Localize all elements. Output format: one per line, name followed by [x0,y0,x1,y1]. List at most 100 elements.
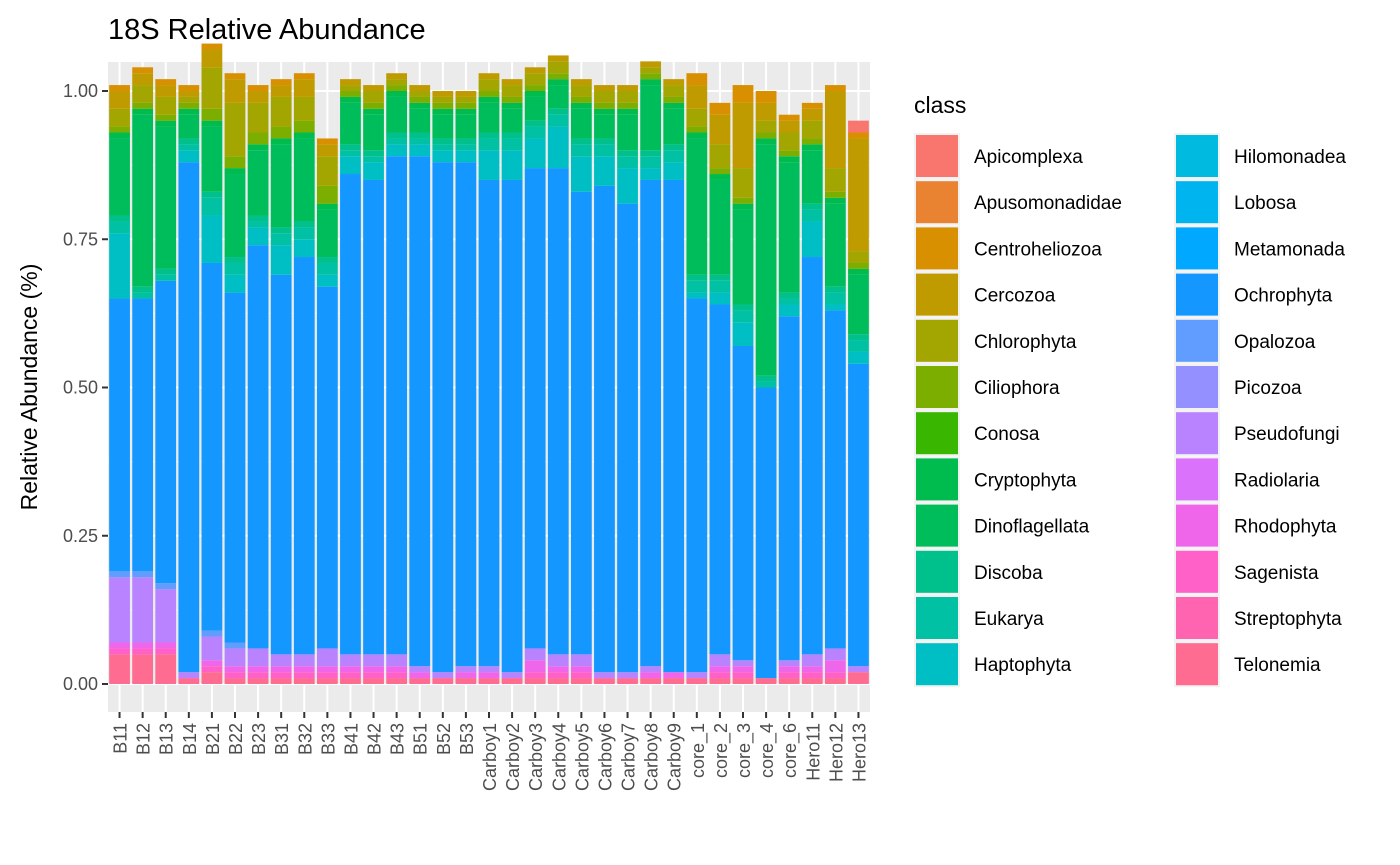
bar-segment [455,91,477,97]
bar-segment [363,666,384,673]
bar-segment [686,126,708,133]
bar-segment [270,138,292,145]
bar-segment [478,79,500,91]
bar-stack-Carboy6 [594,85,615,684]
bar-segment [801,203,823,210]
x-tick-label: core_6 [780,723,801,778]
bar-segment [663,672,685,679]
bar-segment [617,168,638,204]
x-tick-label: Carboy9 [665,723,685,791]
legend-item: Streptophyta [1174,595,1342,641]
bar-segment [247,132,269,145]
bar-segment [432,108,454,115]
bar-stack-B21 [201,43,223,684]
bar-segment [340,91,361,97]
bar-segment [109,138,130,216]
x-tick-label: Carboy7 [619,723,639,791]
bar-segment [778,156,800,163]
bar-segment [363,179,384,655]
bar-segment [640,168,662,180]
bar-segment [224,257,246,263]
bar-segment [524,96,546,121]
bar-stack-Carboy9 [663,79,685,684]
bar-segment [547,114,569,127]
bar-stack-B23 [247,85,269,684]
bar-segment [709,114,731,145]
legend-item: Lobosa [1174,179,1297,226]
bar-segment [686,298,708,673]
legend-label: Discoba [974,563,1043,584]
bar-stack-B13 [155,79,177,684]
legend-label: Opalozoa [1234,332,1316,353]
bar-stack-core_4 [755,91,777,684]
bar-segment [570,654,592,667]
legend-item: Pseudofungi [1174,410,1340,457]
bar-segment [293,654,315,667]
bar-segment [432,102,454,109]
bar-segment [778,114,800,121]
bar-segment [570,666,592,673]
bar-segment [594,678,615,684]
legend-label: Ochrophyta [1234,286,1333,307]
bar-segment [293,132,315,139]
x-tick-label: B51 [411,723,431,755]
bar-segment [755,132,777,139]
bar-segment [617,102,638,109]
bar-segment [247,144,269,151]
legend-label: Pseudofungi [1234,424,1340,445]
bar-segment [570,191,592,655]
bar-segment [732,102,754,169]
bar-segment [709,292,731,305]
bar-segment [363,108,384,115]
bar-segment [340,666,361,673]
bar-segment [663,678,685,684]
bar-segment [201,636,223,661]
bar-segment [663,85,685,97]
legend-title: class [914,92,966,118]
legend-swatch [916,319,958,362]
bar-segment [109,298,130,572]
bar-segment [848,268,869,275]
bar-segment [848,363,869,667]
bar-segment [801,150,823,204]
bar-segment [824,292,846,305]
bar-segment [293,227,315,240]
legend-item: Discoba [914,548,1043,595]
y-tick-label: 0.25 [63,526,98,546]
plot-panel [108,43,870,712]
bar-segment [848,132,869,139]
x-tick-label: B43 [388,723,408,755]
x-tick-label: Carboy5 [572,723,592,791]
bar-segment [109,132,130,139]
bar-stack-Carboy7 [617,85,638,684]
bar-segment [270,245,292,275]
bar-segment [293,239,315,258]
bar-segment [316,138,338,145]
bar-segment [686,108,708,127]
bar-segment [824,672,846,679]
bar-segment [778,298,800,305]
bar-segment [570,96,592,103]
legend-item: Sagenista [1174,548,1319,595]
bar-segment [109,108,130,127]
legend-swatch [916,504,958,547]
bar-segment [340,654,361,667]
bar-segment [824,304,846,311]
bar-segment [132,292,154,299]
legend-item: Ciliophora [914,364,1060,410]
bar-segment [340,144,361,151]
bar-stack-Hero11 [801,102,823,684]
bar-segment [848,666,869,673]
bar-stack-core_1 [686,73,708,684]
bar-segment [709,280,731,293]
bar-segment [824,168,846,192]
bar-segment [224,648,246,667]
bar-segment [478,132,500,139]
bar-segment [316,274,338,287]
legend-label: Cercozoa [974,286,1056,307]
bar-segment [316,203,338,210]
bar-segment [201,67,223,109]
bar-segment [755,144,777,376]
bar-segment [132,571,154,578]
bar-segment [686,678,708,684]
